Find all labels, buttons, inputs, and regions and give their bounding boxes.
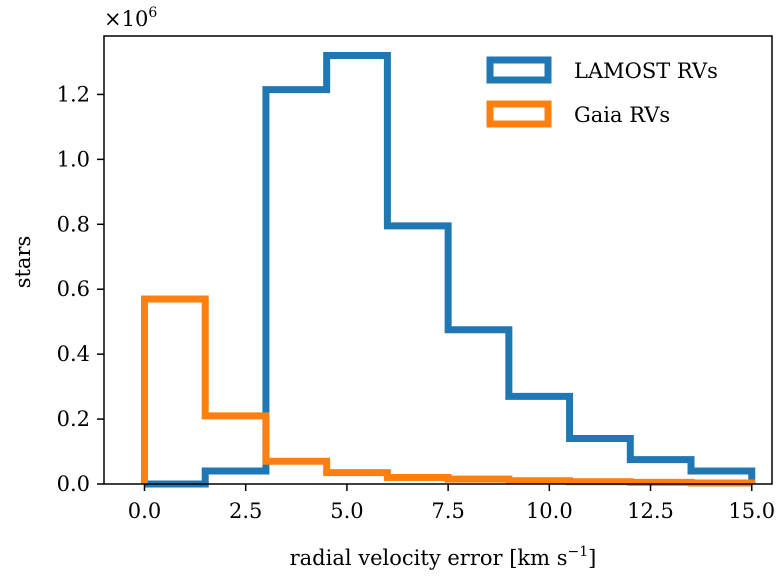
x-axis-label: radial velocity error [km s−1] [290,544,597,570]
x-tick-label: 7.5 [431,499,464,523]
y-tick-label: 1.2 [57,82,90,106]
y-multiplier-base: ×10 [104,7,148,31]
x-tick-label: 0.0 [128,499,161,523]
x-tick-label: 12.5 [627,499,674,523]
y-multiplier-exponent: 6 [148,5,157,21]
x-tick-label: 2.5 [229,499,262,523]
x-tick-label: 10.0 [526,499,573,523]
legend-label-gaia: Gaia RVs [574,103,670,127]
x-label-main: radial velocity error [km s [290,546,568,570]
series-layer [140,51,756,488]
x-tick-label: 15.0 [728,499,775,523]
series-gaia-histogram [140,295,756,487]
axes-frame [103,35,773,485]
x-tick-label: 5.0 [330,499,363,523]
y-tick-label: 0.0 [57,472,90,496]
y-axis-label: stars [11,236,35,289]
legend-swatch-lamost [486,56,552,84]
x-label-suffix: ] [588,546,596,570]
axes-border [103,35,773,485]
y-tick-label: 1.0 [57,147,90,171]
y-axis-multiplier: ×106 [104,5,157,31]
x-label-exponent: −1 [568,544,589,560]
y-tick-label: 0.4 [57,342,90,366]
legend-label-lamost: LAMOST RVs [574,59,718,83]
legend-swatch-gaia [486,100,552,128]
y-tick-label: 0.8 [57,212,90,236]
series-lamost-histogram [144,51,756,488]
y-tick-label: 0.2 [57,407,90,431]
legend: LAMOST RVs Gaia RVs [486,56,718,128]
ticks-layer: 0.0 2.5 5.0 7.5 10.0 12.5 15.0 0.0 0.2 0.4 0.6 0.8 1… [57,82,776,523]
y-tick-label: 0.6 [57,277,90,301]
